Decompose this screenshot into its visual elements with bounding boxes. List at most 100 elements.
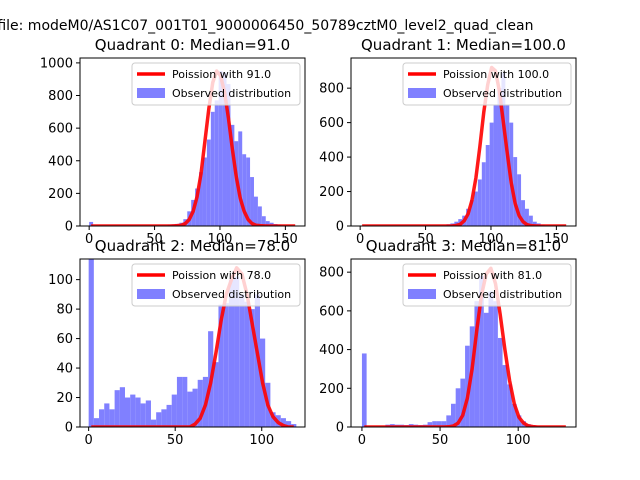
histogram-bar — [125, 397, 131, 427]
histogram-bar — [202, 157, 207, 226]
histogram-bar — [135, 397, 141, 427]
legend: Poission with 91.0 Observed distribution — [131, 62, 301, 106]
histogram-bar — [214, 100, 219, 226]
x-tick-label: 150 — [273, 232, 298, 247]
y-tick-label: 200 — [48, 187, 73, 202]
legend-observed-label: Observed distribution — [172, 87, 291, 100]
y-tick-label: 40 — [56, 362, 73, 377]
histogram-bar — [213, 362, 219, 427]
histogram-bar — [528, 215, 533, 226]
histogram-bar — [455, 388, 461, 427]
y-tick-label: 400 — [319, 151, 344, 166]
histogram-bar — [187, 391, 193, 427]
legend-poisson-label: Poission with 78.0 — [172, 269, 271, 282]
histogram-bar — [104, 403, 110, 427]
y-tick-label: 0 — [65, 220, 73, 235]
legend-observed-label: Observed distribution — [443, 288, 562, 301]
legend-poisson-label: Poission with 81.0 — [443, 269, 542, 282]
histogram-bar — [479, 276, 484, 427]
subplot-1: 0 50 100 150 0 200 400 600 800 Quadrant 1: Median… — [319, 36, 577, 247]
legend: Poission with 100.0 Observed distribution — [402, 62, 572, 106]
histogram-bar — [470, 200, 474, 226]
histogram-bar — [218, 71, 223, 226]
histogram-bar — [226, 84, 231, 226]
legend-box — [402, 62, 572, 106]
histogram-bar — [502, 365, 508, 427]
histogram-bar — [140, 403, 146, 427]
y-tick-label: 20 — [56, 391, 73, 406]
y-tick-label: 100 — [48, 273, 73, 288]
legend-observed-swatch — [137, 88, 165, 98]
legend: Poission with 81.0 Observed distribution — [402, 263, 572, 307]
legend-box — [131, 62, 301, 106]
figure-suptitle: n file: modeM0/AS1C07_001T01_9000006450_… — [0, 18, 533, 34]
y-tick-label: 600 — [319, 116, 344, 131]
subplot-0: 0 50 100 150 0 200 400 600 800 1000 Quadrant 0: Me… — [40, 36, 306, 247]
y-tick-label: 200 — [319, 382, 344, 397]
histogram-bar — [493, 105, 498, 226]
y-tick-label: 0 — [336, 220, 344, 235]
histogram-bar — [130, 394, 136, 427]
histogram-bar — [93, 418, 100, 427]
histogram-bar — [150, 419, 157, 427]
histogram-bar — [497, 337, 503, 427]
y-tick-label: 1000 — [40, 56, 73, 71]
histogram-bar — [161, 409, 167, 427]
y-tick-label: 400 — [48, 154, 73, 169]
x-tick-label: 0 — [358, 433, 366, 448]
x-tick-label: 0 — [85, 433, 93, 448]
histogram-bar — [285, 421, 292, 427]
histogram-bar — [465, 345, 470, 427]
histogram-bar — [218, 304, 224, 427]
histogram-bar — [265, 221, 270, 226]
x-tick-label: 100 — [506, 433, 531, 448]
subplot-title: Quadrant 1: Median=100.0 — [361, 36, 566, 54]
axes-frame — [79, 57, 306, 227]
y-tick-label: 200 — [319, 185, 344, 200]
legend-box — [131, 263, 301, 307]
histogram-bar — [474, 301, 480, 427]
histogram-bar — [239, 294, 245, 427]
histogram-bar — [460, 378, 466, 427]
x-tick-label: 0 — [85, 232, 93, 247]
subplot-2: 0 50 100 0 20 40 60 80 100 Quadrant 2: Median=78.… — [48, 237, 306, 448]
x-tick-label: 50 — [146, 232, 163, 247]
histogram-bar — [223, 303, 229, 427]
histogram-bar — [199, 172, 203, 226]
histogram-bar — [532, 221, 537, 226]
histogram-bar — [489, 122, 494, 226]
y-tick-label: 0 — [336, 421, 344, 436]
histogram-bar — [497, 88, 502, 226]
histogram-bar — [156, 412, 162, 427]
x-tick-label: 50 — [417, 232, 434, 247]
histogram-bar — [238, 131, 243, 226]
axes-frame — [350, 57, 577, 227]
subplot-title: Quadrant 0: Median=91.0 — [95, 36, 290, 54]
poisson-curve — [91, 266, 294, 427]
histogram-bar — [446, 415, 451, 427]
legend-poisson-label: Poission with 100.0 — [443, 68, 549, 81]
histogram-bar — [488, 291, 494, 427]
x-tick-label: 100 — [479, 232, 504, 247]
histogram-bar — [441, 421, 447, 427]
plot-area — [361, 266, 566, 427]
histogram-bar — [436, 421, 442, 427]
histogram-bar — [524, 208, 529, 226]
histogram-bar — [516, 415, 522, 427]
histogram-bar — [197, 379, 203, 427]
legend-observed-label: Observed distribution — [443, 87, 562, 100]
plot-area — [88, 259, 297, 427]
y-tick-label: 400 — [319, 343, 344, 358]
histogram-bar — [507, 384, 512, 427]
histogram-bar — [166, 404, 172, 427]
legend: Poission with 78.0 Observed distribution — [131, 263, 301, 307]
histogram-bar — [171, 394, 177, 427]
x-tick-label: 150 — [544, 232, 569, 247]
legend-observed-swatch — [137, 289, 165, 299]
histogram-bar — [270, 412, 276, 427]
histogram-bar — [280, 418, 286, 427]
subplot-3: 0 50 100 0 200 400 600 800 Quadrant 3: Median=81… — [319, 237, 577, 448]
histogram-bar — [114, 390, 120, 427]
subplot-title: Quadrant 2: Median=78.0 — [95, 237, 290, 255]
histogram-bar — [253, 196, 258, 226]
